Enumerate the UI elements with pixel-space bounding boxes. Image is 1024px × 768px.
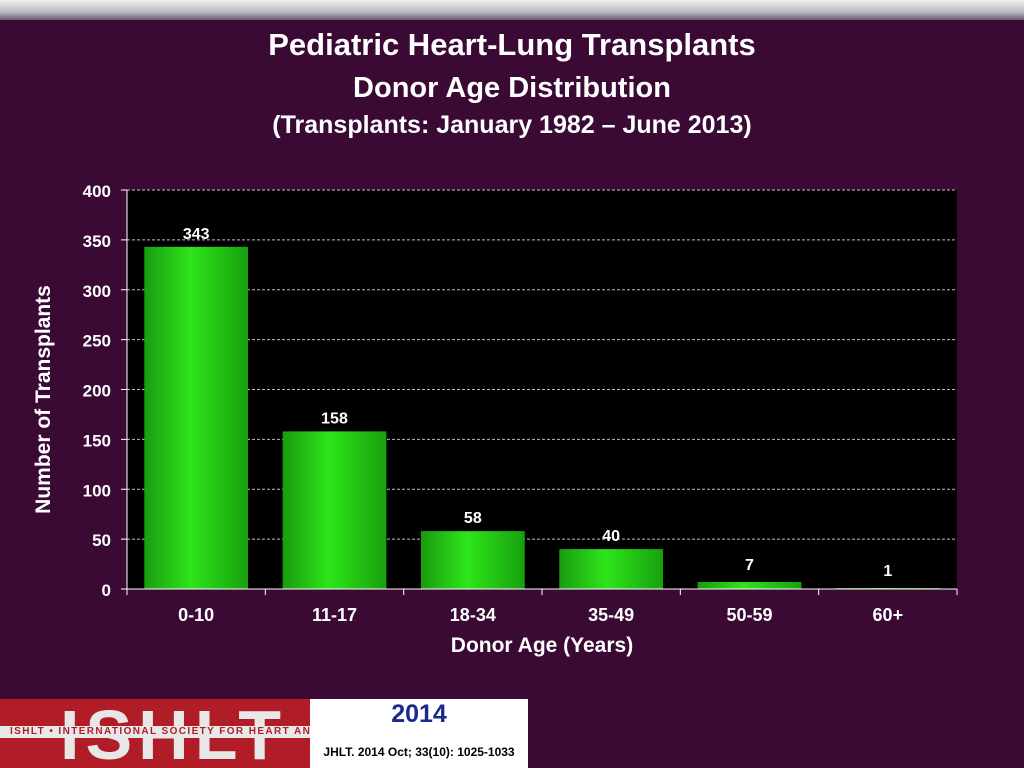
- data-label-35-49: 40: [602, 528, 620, 545]
- citation-box: [310, 699, 528, 768]
- bars: [144, 246, 940, 590]
- bar-50-59: [697, 582, 802, 589]
- top-gradient-bar: [0, 0, 1024, 20]
- data-label-50-59: 7: [745, 557, 754, 574]
- y-tick-label-100: 100: [83, 481, 111, 500]
- bar-35-49: [559, 549, 664, 589]
- bar-11-17: [282, 431, 387, 589]
- data-label-11-17: 158: [321, 410, 348, 427]
- data-label-0-10: 343: [183, 226, 210, 243]
- x-tick-label-35-49: 35-49: [588, 605, 634, 625]
- x-tick-label-11-17: 11-17: [312, 605, 357, 625]
- x-tick-label-0-10: 0-10: [178, 605, 214, 625]
- x-tick-label-18-34: 18-34: [450, 605, 496, 625]
- bar-0-10: [144, 246, 249, 590]
- y-tick-label-0: 0: [102, 581, 111, 600]
- x-tick-label-60+: 60+: [873, 605, 904, 625]
- bar-18-34: [420, 531, 525, 589]
- labels: 0501001502002503003504003430-1015811-175…: [83, 182, 903, 625]
- y-axis-label: Number of Transplants: [32, 285, 55, 514]
- chart-title: Pediatric Heart-Lung Transplants: [268, 27, 756, 62]
- chart-subtitle: Donor Age Distribution: [353, 72, 671, 104]
- y-tick-label-150: 150: [83, 431, 111, 450]
- axes: [121, 189, 958, 595]
- y-tick-label-250: 250: [83, 332, 111, 351]
- y-tick-label-50: 50: [92, 531, 111, 550]
- y-tick-label-400: 400: [83, 182, 111, 201]
- footer-citation: JHLT. 2014 Oct; 33(10): 1025-1033: [323, 745, 515, 759]
- y-tick-label-350: 350: [83, 232, 111, 251]
- y-tick-label-200: 200: [83, 382, 111, 401]
- gridlines: [127, 189, 957, 540]
- chart-date-range: (Transplants: January 1982 – June 2013): [272, 111, 752, 139]
- x-tick-label-50-59: 50-59: [726, 605, 772, 625]
- data-label-60+: 1: [883, 563, 892, 580]
- footer-year: 2014: [391, 700, 447, 728]
- y-tick-label-300: 300: [83, 282, 111, 301]
- society-name: ISHLT • INTERNATIONAL SOCIETY FOR HEART …: [10, 726, 481, 737]
- bar-chart: 0501001502002503003504003430-1015811-175…: [32, 182, 958, 657]
- x-axis-label: Donor Age (Years): [451, 634, 633, 657]
- data-label-18-34: 58: [464, 510, 482, 527]
